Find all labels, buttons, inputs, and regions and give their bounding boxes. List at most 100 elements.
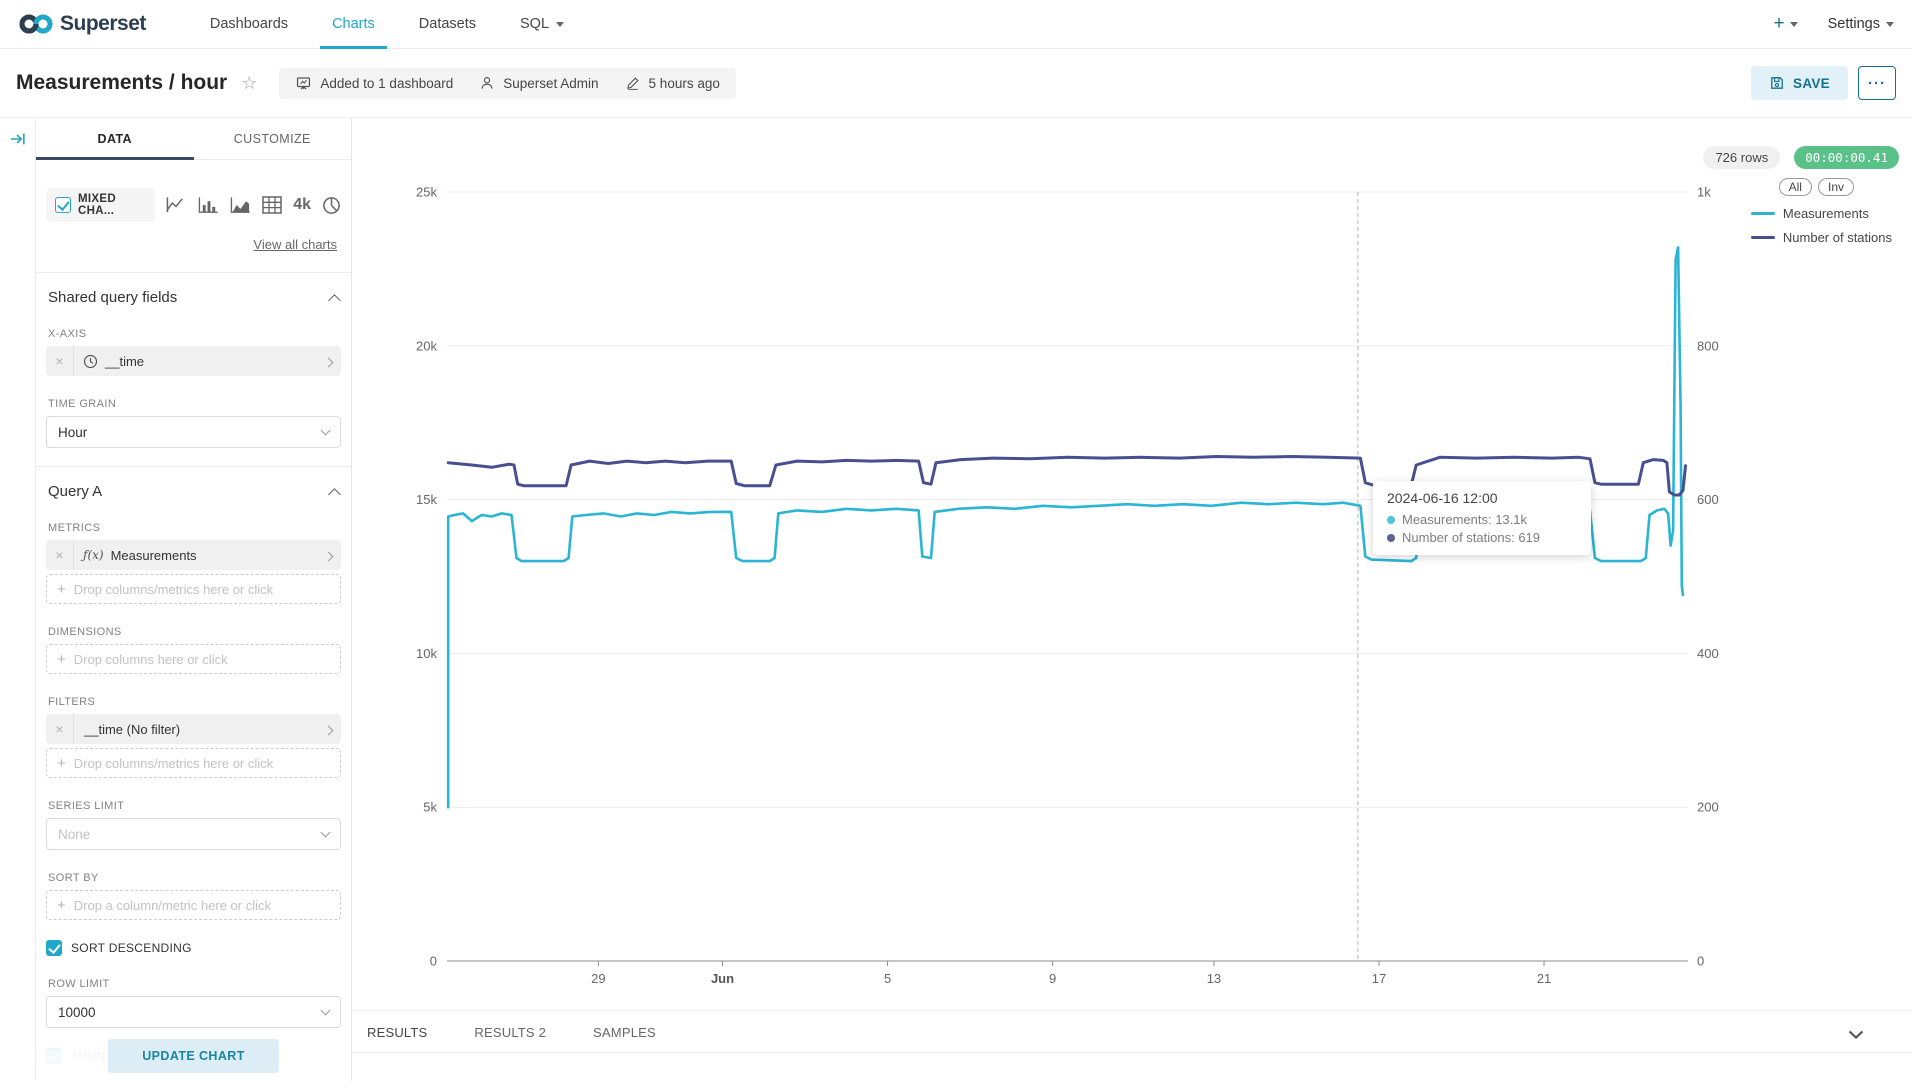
dimensions-dropzone[interactable]: + Drop columns here or click bbox=[46, 644, 341, 674]
viz-type-row: MIXED CHA... 4k bbox=[46, 188, 341, 222]
sort-descending-checkbox[interactable]: SORT DESCENDING bbox=[46, 940, 341, 956]
y-right-tick-label: 800 bbox=[1697, 338, 1719, 353]
chevron-down-icon bbox=[1886, 21, 1894, 31]
viz-bar-chart-icon[interactable] bbox=[198, 196, 219, 214]
remove-icon[interactable]: × bbox=[46, 540, 74, 570]
viz-line-chart-icon[interactable] bbox=[166, 196, 187, 214]
legend-select-all-button[interactable]: All bbox=[1778, 178, 1812, 196]
tooltip-measurements-row: Measurements: 13.1k bbox=[1387, 512, 1577, 527]
series-limit-label: SERIES LIMIT bbox=[48, 800, 125, 812]
query-timer-badge: 00:00:00.41 bbox=[1794, 146, 1899, 169]
plus-icon: + bbox=[57, 650, 66, 668]
chevron-right-icon[interactable] bbox=[316, 548, 341, 563]
collapse-section-icon[interactable] bbox=[328, 487, 341, 501]
y-left-tick-label: 5k bbox=[423, 800, 437, 815]
dashboard-icon bbox=[297, 76, 311, 89]
owner-badge[interactable]: Superset Admin bbox=[479, 75, 599, 91]
collapse-section-icon[interactable] bbox=[328, 293, 341, 307]
x-tick-label: Jun bbox=[711, 971, 734, 986]
tab-results-2[interactable]: RESULTS 2 bbox=[474, 1025, 547, 1040]
row-limit-select[interactable]: 10000 bbox=[46, 996, 341, 1028]
x-tick-label: 17 bbox=[1372, 971, 1386, 986]
clock-icon bbox=[83, 354, 98, 369]
chart-meta-bar: Added to 1 dashboard Superset Admin 5 ho… bbox=[279, 67, 736, 99]
data-panel: DATA CUSTOMIZE MIXED CHA... bbox=[36, 118, 352, 1081]
checked-checkbox-icon bbox=[46, 940, 62, 956]
y-left-tick-label: 10k bbox=[416, 646, 437, 661]
pencil-icon bbox=[626, 77, 639, 90]
query-a-header: Query A bbox=[48, 483, 103, 500]
filter-chip[interactable]: × __time (No filter) bbox=[46, 714, 341, 744]
settings-menu[interactable]: Settings bbox=[1828, 16, 1894, 32]
series-measurements bbox=[446, 246, 1685, 809]
chart-tooltip: 2024-06-16 12:00 Measurements: 13.1k Num… bbox=[1373, 481, 1591, 555]
dashboards-badge[interactable]: Added to 1 dashboard bbox=[295, 75, 453, 92]
y-right-tick-label: 0 bbox=[1697, 954, 1704, 969]
panel-collapse-strip bbox=[0, 118, 36, 1081]
collapse-results-icon[interactable] bbox=[1848, 1027, 1864, 1045]
nav-item-sql[interactable]: SQL bbox=[498, 0, 586, 48]
viz-big-number-icon[interactable]: 4k bbox=[293, 196, 311, 213]
viz-pie-chart-icon[interactable] bbox=[322, 196, 341, 215]
save-button[interactable]: SAVE bbox=[1751, 66, 1848, 100]
tab-samples[interactable]: SAMPLES bbox=[593, 1025, 656, 1040]
nav-item-datasets[interactable]: Datasets bbox=[418, 16, 477, 32]
view-all-charts-link[interactable]: View all charts bbox=[253, 237, 337, 252]
metrics-label: METRICS bbox=[48, 522, 101, 534]
sort-by-label: SORT BY bbox=[48, 872, 99, 884]
superset-logo[interactable]: Superset bbox=[18, 12, 146, 36]
tab-customize[interactable]: CUSTOMIZE bbox=[233, 131, 311, 146]
update-chart-button[interactable]: UPDATE CHART bbox=[108, 1039, 279, 1073]
time-grain-label: TIME GRAIN bbox=[48, 398, 117, 410]
legend-item-stations[interactable]: Number of stations bbox=[1750, 230, 1892, 245]
time-grain-select[interactable]: Hour bbox=[46, 416, 341, 448]
plus-icon: + bbox=[57, 754, 66, 772]
new-item-button[interactable]: + bbox=[1773, 13, 1798, 35]
tab-results[interactable]: RESULTS bbox=[367, 1025, 428, 1040]
nav-item-charts[interactable]: Charts bbox=[310, 0, 397, 49]
divider bbox=[352, 1052, 1912, 1053]
viz-type-selected[interactable]: MIXED CHA... bbox=[46, 188, 156, 222]
x-tick-label: 29 bbox=[591, 971, 605, 986]
chevron-right-icon[interactable] bbox=[316, 354, 341, 369]
metric-chip[interactable]: × ƒ(x) Measurements bbox=[46, 540, 341, 570]
favorite-star-icon[interactable]: ☆ bbox=[241, 72, 258, 94]
remove-icon[interactable]: × bbox=[46, 714, 74, 744]
top-navbar: Superset Dashboards Charts Datasets SQL … bbox=[0, 0, 1912, 49]
legend-inverse-button[interactable]: Inv bbox=[1817, 178, 1854, 196]
sort-by-dropzone[interactable]: + Drop a column/metric here or click bbox=[46, 890, 341, 920]
function-icon: ƒ(x) bbox=[83, 548, 104, 562]
chevron-right-icon[interactable] bbox=[316, 722, 341, 737]
series-limit-select[interactable]: None bbox=[46, 818, 341, 850]
y-right-tick-label: 600 bbox=[1697, 492, 1719, 507]
metrics-dropzone[interactable]: + Drop columns/metrics here or click bbox=[46, 574, 341, 604]
chart-legend: Measurements Number of stations bbox=[1750, 206, 1892, 254]
brand-name: Superset bbox=[60, 12, 146, 35]
x-axis-chip[interactable]: × __time bbox=[46, 346, 341, 376]
user-icon bbox=[481, 77, 493, 89]
tab-data[interactable]: DATA bbox=[36, 118, 194, 160]
filters-label: FILTERS bbox=[48, 696, 96, 708]
x-axis-label: X-AXIS bbox=[48, 328, 87, 340]
y-left-tick-label: 0 bbox=[430, 954, 437, 969]
remove-icon[interactable]: × bbox=[46, 346, 74, 376]
chevron-down-icon bbox=[320, 425, 331, 436]
tooltip-stations-row: Number of stations: 619 bbox=[1387, 530, 1577, 545]
viz-area-chart-icon[interactable] bbox=[230, 196, 251, 214]
viz-table-icon[interactable] bbox=[262, 196, 282, 214]
collapse-panel-icon[interactable] bbox=[9, 130, 27, 148]
legend-item-measurements[interactable]: Measurements bbox=[1750, 206, 1892, 221]
filters-dropzone[interactable]: + Drop columns/metrics here or click bbox=[46, 748, 341, 778]
chart-plot[interactable]: 0 0 5k 200 10k 400 15k 600 20k 800 25k 1k 29 Jun 5 9 13 1… bbox=[352, 118, 1912, 1008]
series-number-of-stations bbox=[446, 455, 1687, 497]
last-modified-badge[interactable]: 5 hours ago bbox=[625, 75, 720, 91]
legend-toggles: All Inv bbox=[1778, 178, 1854, 196]
y-left-tick-label: 15k bbox=[416, 492, 437, 507]
chart-header: Measurements / hour ☆ Added to 1 dashboa… bbox=[0, 49, 1912, 118]
more-actions-button[interactable]: ··· bbox=[1858, 66, 1896, 100]
tooltip-timestamp: 2024-06-16 12:00 bbox=[1387, 490, 1498, 506]
panel-tabs: DATA CUSTOMIZE bbox=[36, 118, 351, 160]
nav-item-dashboards[interactable]: Dashboards bbox=[209, 16, 289, 32]
results-tabs: RESULTS RESULTS 2 SAMPLES bbox=[352, 1011, 1912, 1052]
